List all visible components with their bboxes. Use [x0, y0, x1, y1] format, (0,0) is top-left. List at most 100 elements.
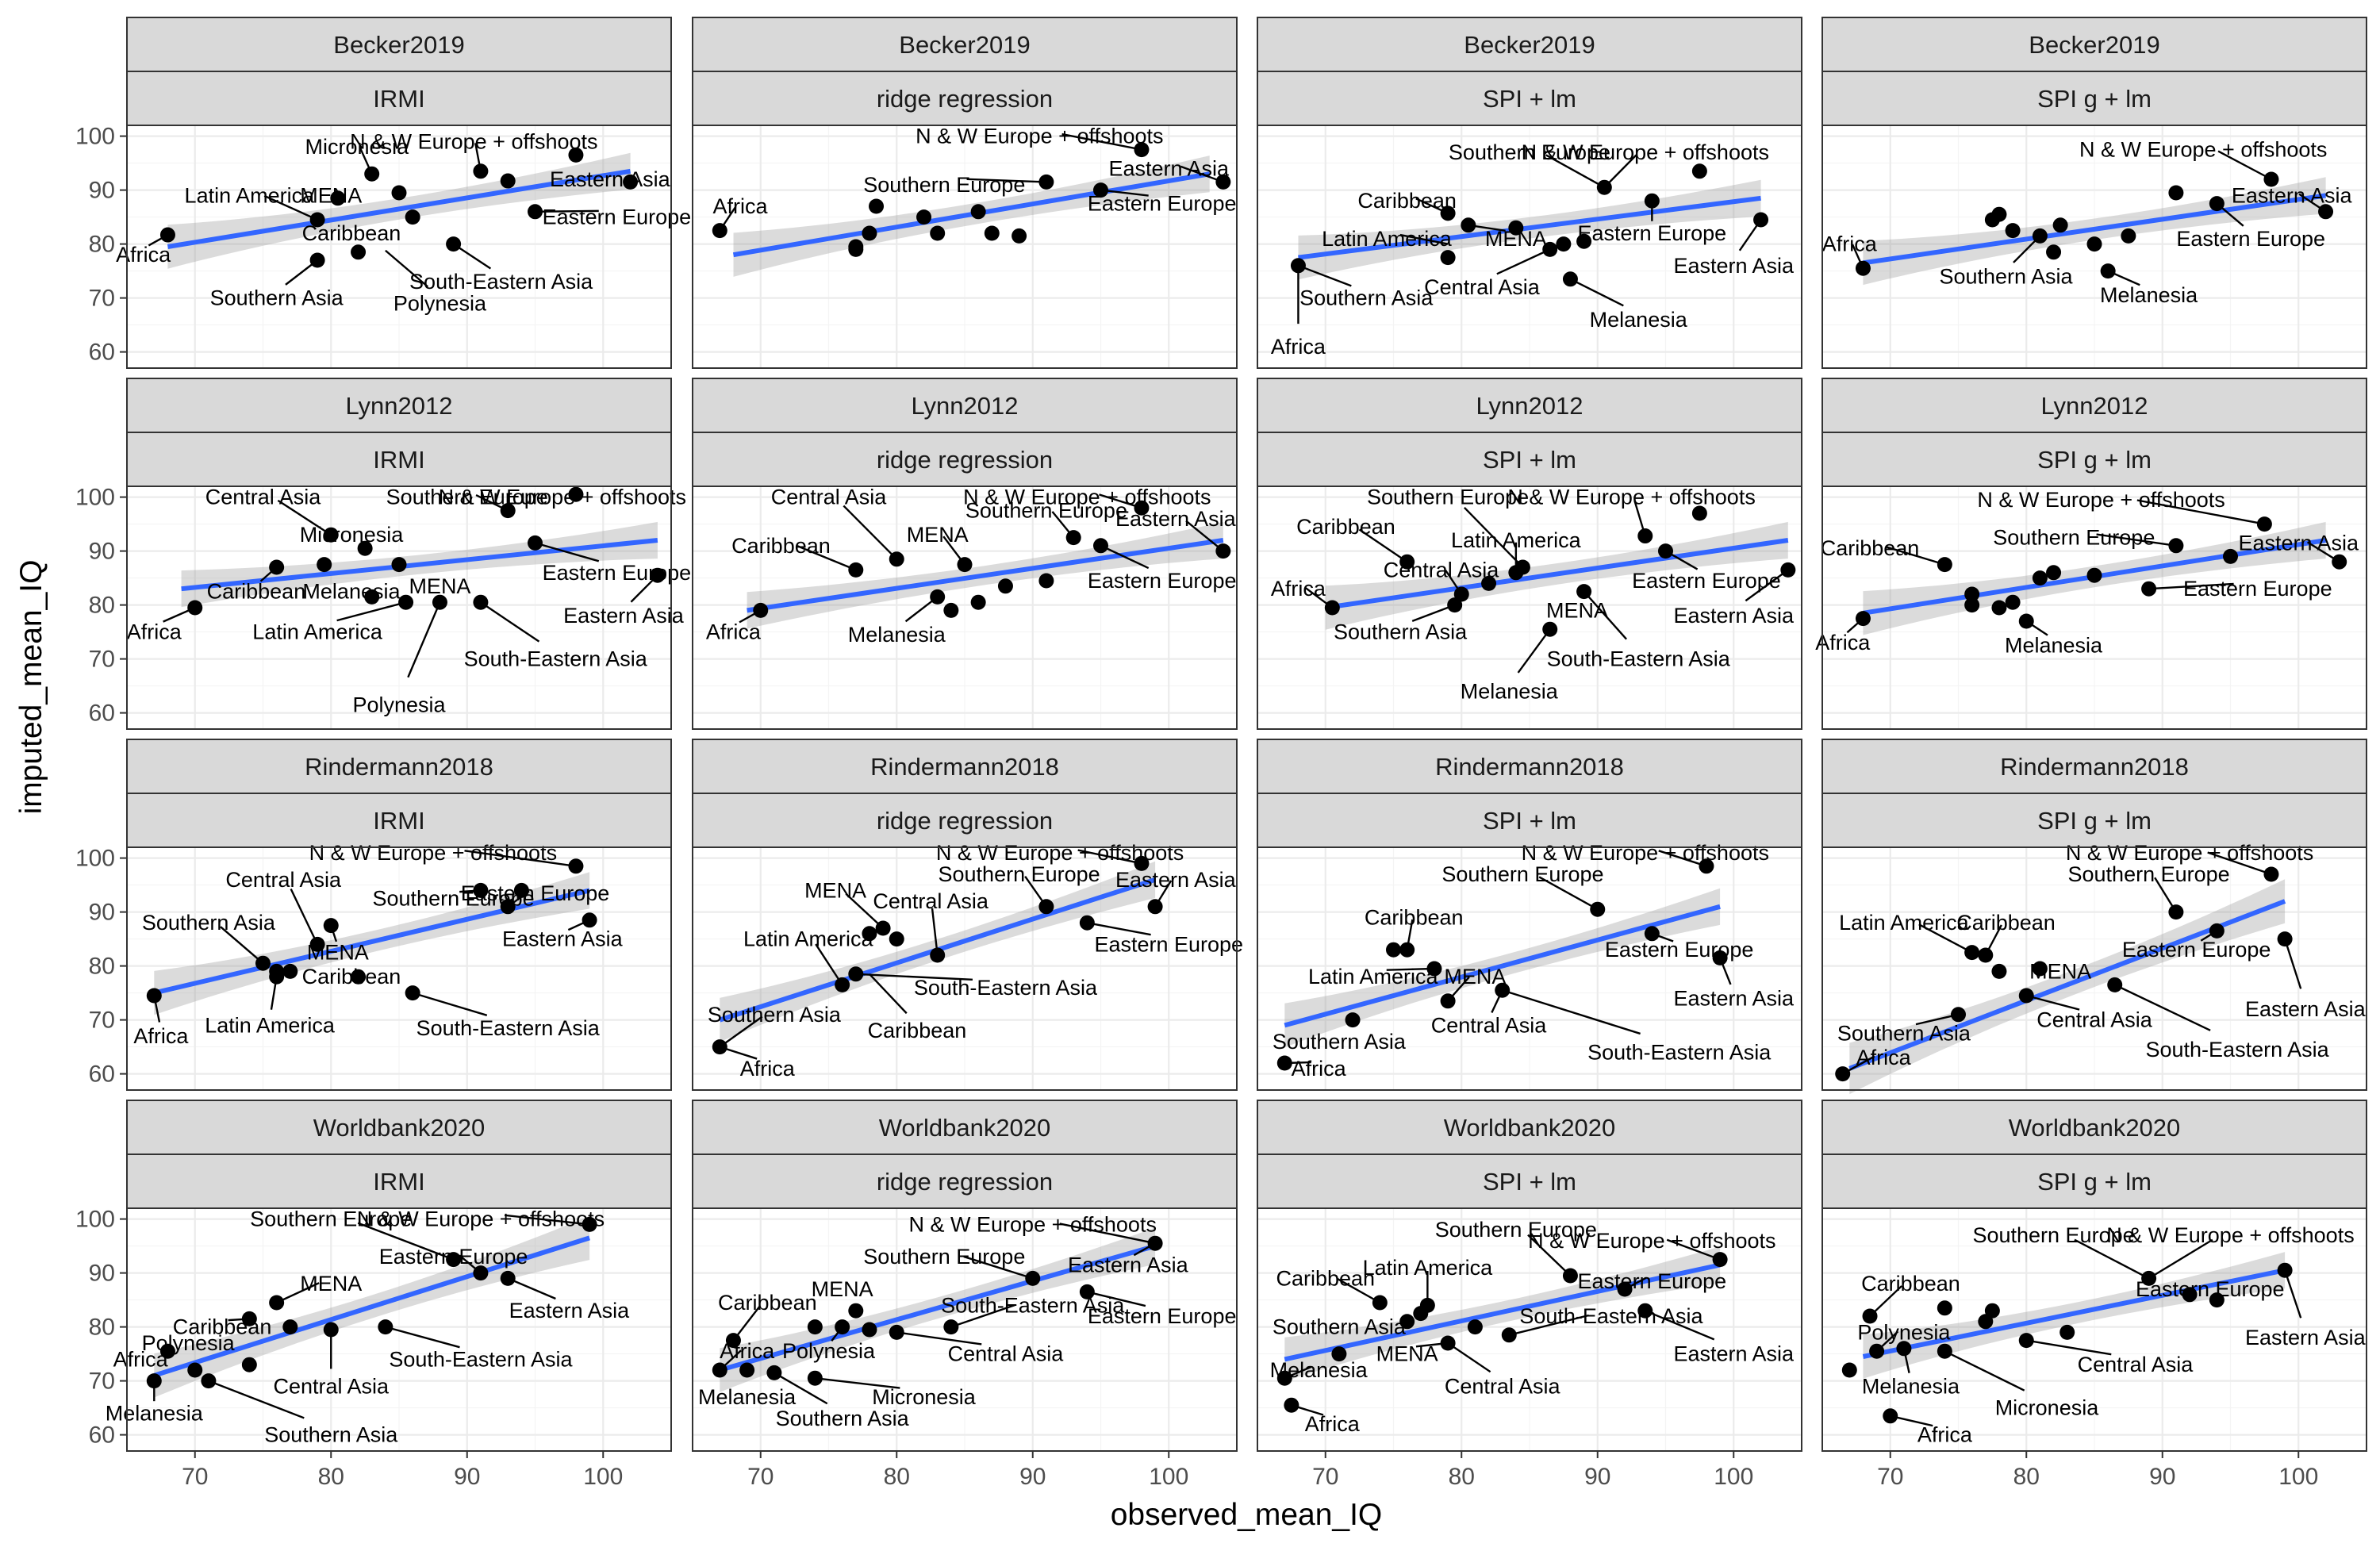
strip-col	[692, 432, 1238, 487]
label-leader-line	[2217, 150, 2272, 181]
region-label: Melanesia	[848, 623, 946, 647]
region-label: South-Eastern Asia	[1519, 1304, 1703, 1328]
strip-row-label: Rindermann2018	[870, 753, 1059, 781]
facet-panel: Lynn2012 ridge regression Central Asia N & …	[692, 378, 1238, 730]
region-label: Eastern Europe	[1094, 932, 1243, 956]
data-point	[623, 174, 639, 190]
data-point	[1025, 1270, 1041, 1286]
label-leader-line	[1918, 923, 1973, 954]
region-label: Caribbean	[173, 1315, 272, 1339]
data-point	[2121, 228, 2136, 244]
region-label: Southern Asia	[776, 1407, 910, 1430]
data-point	[2032, 961, 2048, 977]
region-label: N & W Europe + offshoots	[1977, 488, 2225, 512]
region-label: Southern Asia	[264, 1423, 398, 1447]
x-tick-label: 90	[2149, 1464, 2175, 1490]
data-point	[1869, 1343, 1885, 1359]
region-label: Eastern Europe	[1088, 192, 1237, 216]
region-label: Central Asia	[273, 1374, 390, 1398]
region-label: MENA	[307, 941, 369, 965]
region-label: Southern Asia	[142, 911, 276, 935]
strip-col-label: IRMI	[373, 1168, 424, 1196]
region-label: Africa	[116, 243, 171, 267]
strip-col	[126, 793, 672, 848]
data-point	[943, 602, 959, 618]
x-tick-label: 100	[1714, 1464, 1753, 1490]
data-point	[1937, 1343, 1952, 1359]
region-label: Eastern Asia	[1673, 604, 1795, 628]
data-point	[323, 918, 339, 934]
strip-row-label: Rindermann2018	[305, 753, 493, 781]
label-leader-line	[966, 178, 1046, 183]
data-point	[446, 1252, 462, 1268]
data-point	[1440, 1335, 1456, 1351]
data-point	[712, 1362, 727, 1378]
region-label: N & W Europe + offshoots	[309, 841, 557, 865]
data-point	[2209, 1292, 2225, 1308]
data-point	[1896, 1341, 1912, 1357]
region-label: Melanesia	[2005, 634, 2103, 658]
strip-col-label: SPI g + lm	[2037, 807, 2152, 835]
data-point	[1984, 1303, 2000, 1319]
data-point	[269, 559, 285, 575]
region-label: Micronesia	[300, 523, 405, 547]
region-label: Caribbean	[1956, 911, 2056, 935]
label-leader-line	[1386, 967, 1434, 971]
data-point	[568, 486, 584, 502]
label-leader-line	[357, 1222, 455, 1261]
data-point	[1855, 260, 1871, 276]
region-label: Polynesia	[1857, 1320, 1951, 1344]
data-point	[391, 185, 407, 201]
label-leader-line	[1399, 233, 1449, 245]
region-label: Central Asia	[2036, 1008, 2153, 1032]
data-point	[187, 600, 203, 616]
region-label: Caribbean	[1861, 1272, 1960, 1296]
data-point	[930, 225, 946, 241]
data-point	[432, 594, 447, 610]
label-leader-line	[290, 888, 319, 945]
data-point	[1542, 241, 1558, 257]
region-label: Melanesia	[106, 1401, 204, 1425]
label-leader-line	[535, 542, 600, 562]
region-label: South-Eastern Asia	[941, 1293, 1125, 1317]
strip-row	[1821, 1100, 2367, 1155]
data-point	[1937, 1300, 1952, 1316]
region-label: Latin America	[1839, 911, 1970, 935]
region-label: Southern Europe	[373, 887, 535, 911]
data-point	[528, 535, 543, 551]
data-point	[1331, 1346, 1347, 1362]
region-label: Central Asia	[1424, 275, 1541, 299]
region-label: Eastern Asia	[2245, 1326, 2367, 1349]
x-tick-label: 80	[884, 1464, 910, 1490]
facet-panel: Lynn2012 SPI g + lm N & W Europe + offshoo…	[1815, 378, 2367, 730]
label-leader-line	[276, 1282, 320, 1304]
label-leader-line	[2207, 851, 2272, 876]
region-label: N & W Europe + offshoots	[439, 486, 686, 509]
region-label: Southern Europe	[1449, 140, 1610, 164]
strip-row	[692, 1100, 1238, 1155]
strip-row	[692, 378, 1238, 433]
region-label: Africa	[706, 620, 762, 644]
region-label: Caribbean	[302, 221, 401, 245]
region-label: Southern Asia	[1273, 1315, 1407, 1339]
label-leader-line	[1603, 154, 1637, 189]
label-leader-line	[1463, 506, 1524, 568]
label-leader-line	[407, 601, 441, 678]
region-label: Southern Asia	[1334, 620, 1468, 644]
data-point	[1038, 174, 1054, 190]
data-point	[1883, 1408, 1898, 1424]
region-label: Eastern Asia	[509, 1299, 631, 1322]
data-point	[1556, 236, 1572, 252]
region-label: Polynesia	[393, 291, 487, 315]
region-label: N & W Europe + offshoots	[350, 129, 597, 153]
panel-border	[1257, 846, 1802, 1091]
label-leader-line	[774, 1372, 828, 1405]
region-label: Southern Europe	[863, 173, 1025, 197]
data-point	[1147, 899, 1163, 915]
region-label: Central Asia	[2078, 1353, 2194, 1376]
region-label: Caribbean	[302, 965, 401, 988]
label-leader-line	[2025, 994, 2080, 1011]
